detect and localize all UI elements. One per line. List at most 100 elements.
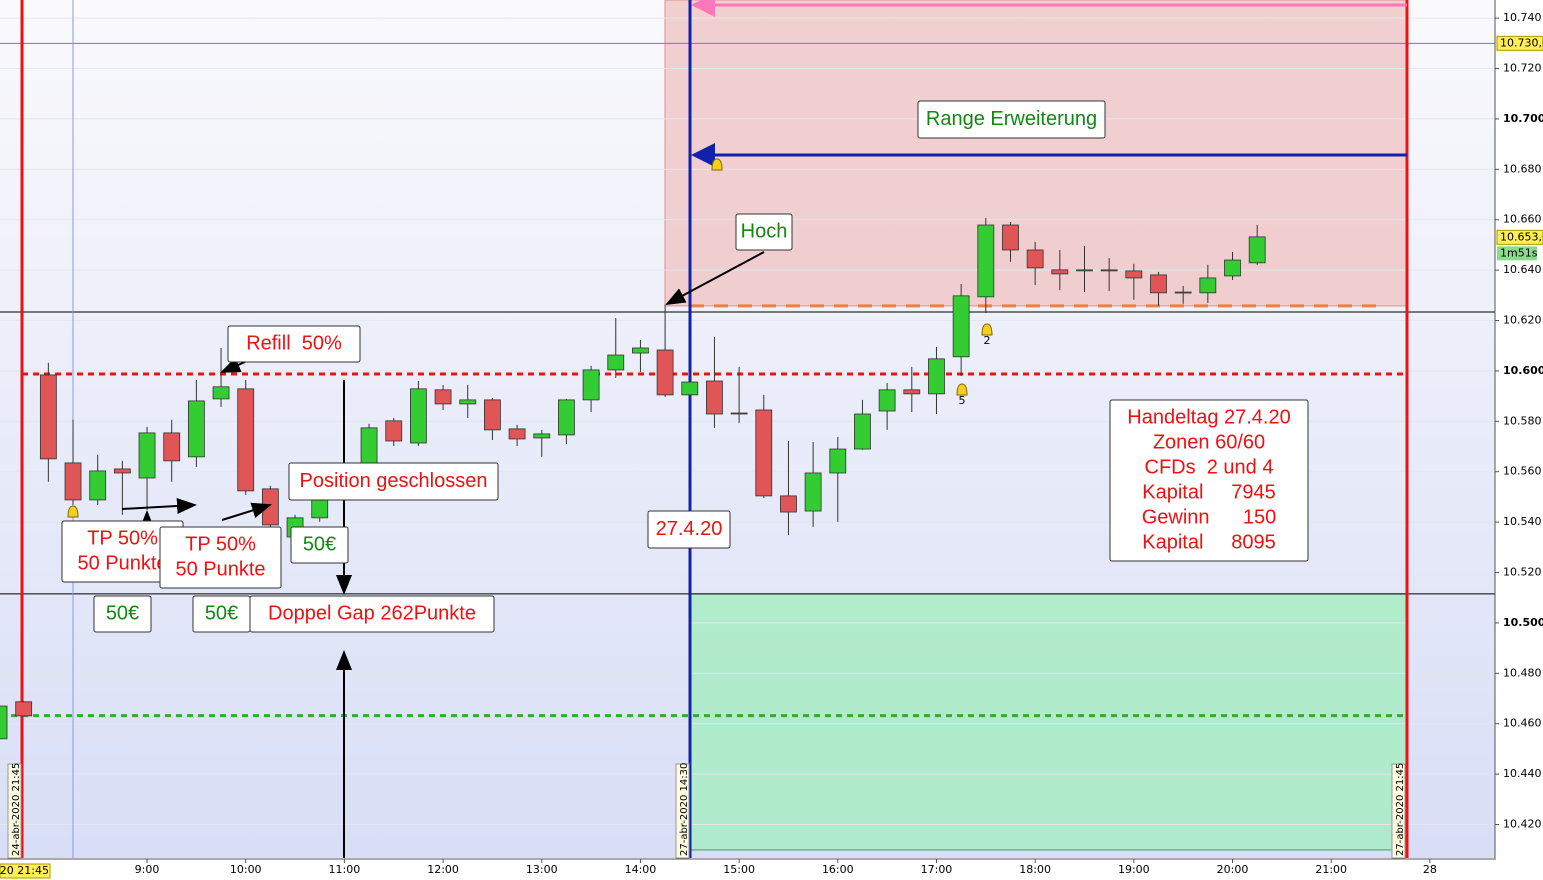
candle-body (1224, 259, 1241, 277)
x-tick-label: 19:00 (1118, 863, 1150, 876)
y-tick-label: 10.440 (1503, 767, 1542, 780)
alert-icon (711, 158, 723, 171)
bottom-date: 24-abr-2020 21:45 (0, 864, 49, 877)
candle-body (928, 358, 945, 395)
x-tick-label: 15:00 (723, 863, 755, 876)
candle-body (878, 389, 896, 412)
annotation-text: Zonen 60/60 (1153, 431, 1265, 453)
x-tick-label: 28 (1423, 863, 1437, 876)
candle-body (903, 389, 921, 395)
candle-body (15, 701, 33, 717)
zone (689, 593, 1408, 851)
x-tick-label: 9:00 (135, 863, 160, 876)
y-axis-panel (1495, 0, 1543, 880)
x-axis-panel (0, 858, 1495, 880)
bottom-date-box (0, 863, 51, 879)
candle-body (1199, 277, 1217, 294)
candle-body (360, 427, 378, 466)
candle-body (1076, 269, 1093, 272)
y-tick-label: 10.580 (1503, 414, 1542, 427)
session-label: 24-abr-2020 21:45 (11, 763, 22, 856)
candle-body (706, 380, 723, 415)
y-tick-label: 10.660 (1503, 213, 1542, 226)
alert-label: 2 (984, 334, 991, 347)
candle-body (311, 499, 329, 519)
countdown-box (1497, 246, 1537, 261)
annotation-text: TP 50% (185, 533, 256, 555)
x-tick-label: 20:00 (1217, 863, 1249, 876)
annotation-box (290, 526, 349, 564)
arrow (665, 251, 765, 305)
x-tick-label: 18:00 (1019, 863, 1051, 876)
y-tick-label: 10.740 (1503, 11, 1542, 24)
annotation-text: 50 Punkte (77, 552, 167, 574)
annotation-text: TP 50% (87, 527, 158, 549)
annotation-box (249, 595, 495, 633)
y-tick-label: 10.640 (1503, 263, 1542, 276)
annotation-text: Kapital 8095 (1142, 531, 1275, 553)
session-label-box (675, 763, 690, 859)
y-tick-label: 10.700 (1503, 112, 1543, 125)
candle-body (64, 462, 82, 501)
alert-icon (956, 383, 968, 396)
price-tag (1496, 35, 1543, 51)
y-tick-label: 10.720 (1503, 62, 1542, 75)
candle-body (730, 412, 748, 415)
annotation-box (159, 526, 282, 589)
candle-body (607, 354, 625, 371)
y-tick-label: 10.540 (1503, 515, 1542, 528)
annotation-box (735, 213, 793, 251)
candle-body (582, 369, 600, 401)
candle-body (1174, 291, 1192, 294)
y-tick-label: 10.520 (1503, 566, 1542, 579)
x-tick-label: 11:00 (329, 863, 361, 876)
y-tick-label: 10.680 (1503, 162, 1542, 175)
annotation-text: 50 Punkte (175, 558, 265, 580)
candle-body (1125, 270, 1143, 279)
candle-body (804, 472, 822, 512)
y-tick-label: 10.600 (1503, 364, 1543, 377)
y-tick-label: 10.500 (1503, 616, 1543, 629)
candle-body (558, 399, 575, 436)
candle-body (39, 374, 57, 460)
candle-body (0, 705, 8, 740)
alert-icon (67, 505, 79, 518)
annotation-box (917, 100, 1106, 139)
session-label-box (7, 763, 22, 859)
candle-body (829, 448, 847, 474)
session-label-box (1391, 763, 1406, 859)
x-tick-label: 21:00 (1315, 863, 1347, 876)
candle-body (237, 388, 255, 492)
annotation-text: 27.4.20 (656, 518, 723, 540)
candle-body (212, 386, 230, 400)
annotation-text: CFDs 2 und 4 (1145, 456, 1274, 478)
candle-body (434, 389, 452, 405)
annotation-box (288, 462, 499, 501)
annotation-text: Kapital 7945 (1142, 481, 1275, 503)
candle-body (952, 295, 970, 358)
candle-body (1051, 269, 1069, 275)
candle-body (484, 399, 501, 431)
candle-body (89, 470, 107, 501)
annotation-text: Range Erweiterung (926, 108, 1097, 130)
alert-label: 5 (959, 394, 966, 407)
arrow (221, 502, 272, 521)
candle-body (385, 420, 403, 442)
y-tick-label: 10.460 (1503, 717, 1542, 730)
price-tag (1496, 229, 1543, 245)
annotation-box (93, 595, 152, 633)
y-tick-label: 10.560 (1503, 465, 1542, 478)
candle-body (1100, 269, 1118, 272)
price-tag-label: 10.730,0 (1500, 36, 1543, 49)
y-tick-label: 10.480 (1503, 666, 1542, 679)
annotation-text: Hoch (741, 220, 788, 242)
candle-body (854, 413, 871, 450)
countdown: 1m51s (1500, 246, 1538, 259)
annotation-text: Refill 50% (246, 332, 342, 354)
y-tick-label: 10.620 (1503, 314, 1542, 327)
arrow (121, 497, 197, 514)
candle-body (113, 468, 131, 474)
annotation-text: 50€ (205, 602, 238, 624)
candle-body (780, 495, 797, 513)
candle-body (508, 428, 526, 440)
